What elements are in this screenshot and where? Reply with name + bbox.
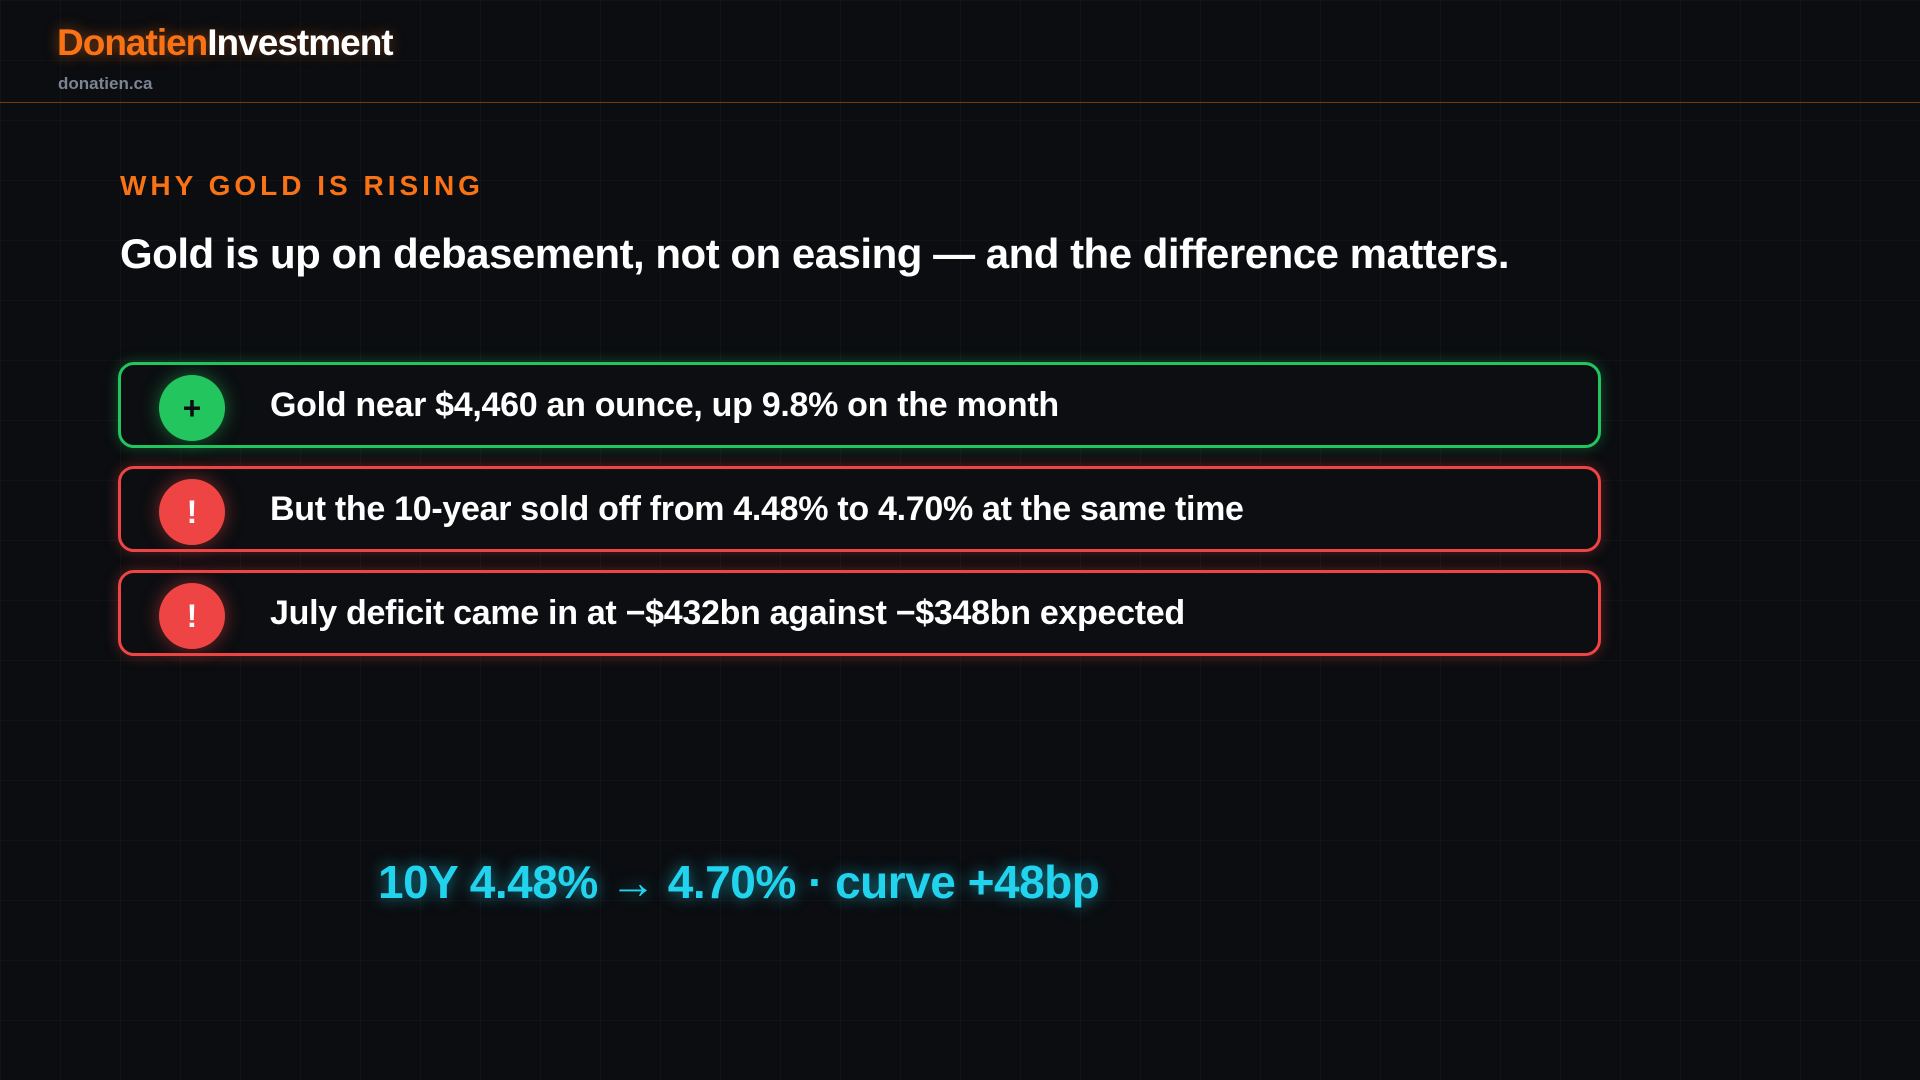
point-text: Gold near $4,460 an ounce, up 9.8% on th…	[270, 386, 1059, 424]
point-text: But the 10-year sold off from 4.48% to 4…	[270, 490, 1244, 528]
point-card-10-year: ! But the 10-year sold off from 4.48% to…	[118, 466, 1601, 552]
header: DonatienInvestment donatien.ca	[0, 0, 1920, 103]
point-card-gold: + Gold near $4,460 an ounce, up 9.8% on …	[118, 362, 1601, 448]
domain-label: donatien.ca	[58, 74, 153, 93]
brand-logo: DonatienInvestment	[57, 22, 394, 64]
section-eyebrow: WHY GOLD IS RISING	[120, 170, 484, 201]
point-card-deficit: ! July deficit came in at −$432bn agains…	[118, 570, 1601, 656]
yield-metric: 10Y 4.48% → 4.70% · curve +48bp	[378, 856, 1100, 908]
point-text: July deficit came in at −$432bn against …	[270, 594, 1185, 632]
brand-primary: Donatien	[57, 22, 208, 63]
slide-headline: Gold is up on debasement, not on easing …	[120, 230, 1510, 277]
brand-secondary: Investment	[207, 22, 393, 63]
alert-icon: !	[159, 583, 225, 649]
plus-icon: +	[159, 375, 225, 441]
point-list: + Gold near $4,460 an ounce, up 9.8% on …	[118, 362, 1601, 674]
alert-icon: !	[159, 479, 225, 545]
